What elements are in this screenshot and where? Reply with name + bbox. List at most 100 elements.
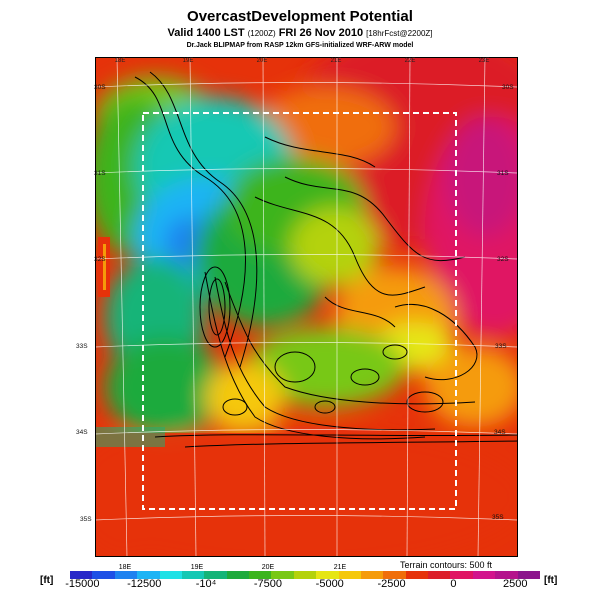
colorbar-swatch xyxy=(472,571,496,579)
colorbar-swatch xyxy=(137,571,160,579)
colorbar-swatch xyxy=(383,571,406,579)
lon-label-top: 22E xyxy=(404,58,416,64)
colorbar-swatch xyxy=(450,571,473,579)
contour-loop xyxy=(406,391,444,413)
lon-label-top: 19E xyxy=(182,58,194,64)
lat-label-right: 34S xyxy=(494,429,506,436)
lat-label-left: 30S xyxy=(94,84,106,91)
coastal-strip xyxy=(95,427,165,447)
colorbar-swatch xyxy=(293,571,317,579)
parallel xyxy=(95,168,518,174)
contour-line xyxy=(324,296,396,328)
valid-date: FRI 26 Nov 2010 xyxy=(278,27,364,39)
colorbar-swatch xyxy=(517,571,540,579)
colorbar-swatch xyxy=(226,571,249,579)
meridian xyxy=(262,57,266,557)
lat-label-left: 34S xyxy=(76,429,88,436)
colorbar-tick-label: -7500 xyxy=(253,578,282,590)
colorbar-tick-label: -5000 xyxy=(315,578,344,590)
meridian xyxy=(477,57,486,557)
meridian xyxy=(406,57,411,557)
colorbar-tick-label: 2500 xyxy=(503,578,528,590)
chart-subtitle: Valid 1400 LST (1200Z) FRI 26 Nov 2010 [… xyxy=(0,27,600,39)
contour-line xyxy=(149,71,258,368)
valid-time: Valid 1400 LST xyxy=(167,27,245,39)
terrain-contours xyxy=(134,71,518,448)
colorbar-swatch xyxy=(159,571,182,579)
colorbar-swatch xyxy=(181,571,205,579)
parallel xyxy=(95,429,518,435)
lon-label-top: 18E xyxy=(114,58,126,64)
lat-lon-grid xyxy=(95,57,518,557)
lon-label-bottom: 20E xyxy=(261,564,275,571)
parallel xyxy=(95,515,518,521)
inner-domain-box xyxy=(142,112,457,510)
colorbar-swatch xyxy=(70,571,93,579)
contour-line xyxy=(184,440,518,448)
lat-label-left: 32S xyxy=(94,256,106,263)
contour-loop xyxy=(350,368,380,386)
map-canvas xyxy=(95,57,518,557)
lat-label-right: 35S xyxy=(492,514,504,521)
west-coast-core xyxy=(103,244,106,290)
terrain-contours-note: Terrain contours: 500 ft xyxy=(400,560,493,570)
contour-line xyxy=(394,303,478,381)
colorbar-swatch xyxy=(428,571,451,579)
colorbar-swatch xyxy=(316,571,339,579)
colorbar-swatch xyxy=(114,571,138,579)
lat-label-left: 33S xyxy=(76,343,88,350)
contour-line xyxy=(134,76,246,358)
colorbar-tick-label: -12500 xyxy=(127,578,162,590)
contour-line xyxy=(224,281,476,405)
lat-label-right: 31S xyxy=(497,170,509,177)
colorbar-tick-label: -10⁴ xyxy=(195,578,217,590)
lon-label-top: 20E xyxy=(256,58,268,64)
forecast-info: [18hrFcst@2200Z] xyxy=(366,29,433,38)
forecast-map[interactable] xyxy=(95,57,518,557)
model-credit: Dr.Jack BLIPMAP from RASP 12km GFS-initi… xyxy=(186,42,414,49)
colorbar-unit-left: [ft] xyxy=(40,575,54,586)
contour-line xyxy=(284,176,466,262)
colorbar-unit-right: [ft] xyxy=(544,575,558,586)
lat-label-right: 33S xyxy=(495,343,507,350)
parallel xyxy=(95,254,518,260)
chart-title: OvercastDevelopment Potential xyxy=(187,8,413,25)
lat-label-left: 35S xyxy=(80,516,92,523)
lon-label-bottom: 19E xyxy=(190,564,204,571)
colorbar-tick-label: -2500 xyxy=(377,578,406,590)
meridian xyxy=(189,57,197,557)
southern-ocean xyxy=(95,433,518,557)
contour-line xyxy=(264,136,376,168)
colorbar-swatch xyxy=(249,571,272,579)
lat-label-left: 31S xyxy=(94,170,106,177)
lat-label-right: 30S xyxy=(502,84,514,91)
valid-zulu: (1200Z) xyxy=(247,29,276,38)
lon-label-bottom: 21E xyxy=(333,564,347,571)
contour-loop xyxy=(208,278,226,336)
lon-label-top: 21E xyxy=(330,58,342,64)
contour-loop xyxy=(199,266,231,348)
contour-loop xyxy=(382,344,408,360)
colorbar-swatch xyxy=(360,571,384,579)
lon-label-bottom: 18E xyxy=(118,564,132,571)
parallel xyxy=(95,82,518,88)
contour-loop xyxy=(314,400,336,414)
contour-loop xyxy=(274,351,316,383)
contour-line xyxy=(204,271,426,440)
colorbar-swatch xyxy=(271,571,294,579)
contour-line xyxy=(214,276,436,431)
contour-loop xyxy=(222,398,248,416)
colorbar-swatch xyxy=(92,571,115,579)
colorbar-swatch xyxy=(204,571,227,579)
lon-label-top: 23E xyxy=(478,58,490,64)
colorbar-tick-label: -15000 xyxy=(65,578,100,590)
lat-label-right: 32S xyxy=(497,256,509,263)
colorbar-swatch xyxy=(338,571,361,579)
colorbar-swatch xyxy=(405,571,428,579)
colorbar-swatch xyxy=(495,571,518,579)
contour-line xyxy=(254,196,426,296)
parallel xyxy=(95,342,518,348)
colorbar-tick-label: 0 xyxy=(450,578,457,590)
colorbar xyxy=(70,571,540,579)
meridian xyxy=(116,57,128,557)
